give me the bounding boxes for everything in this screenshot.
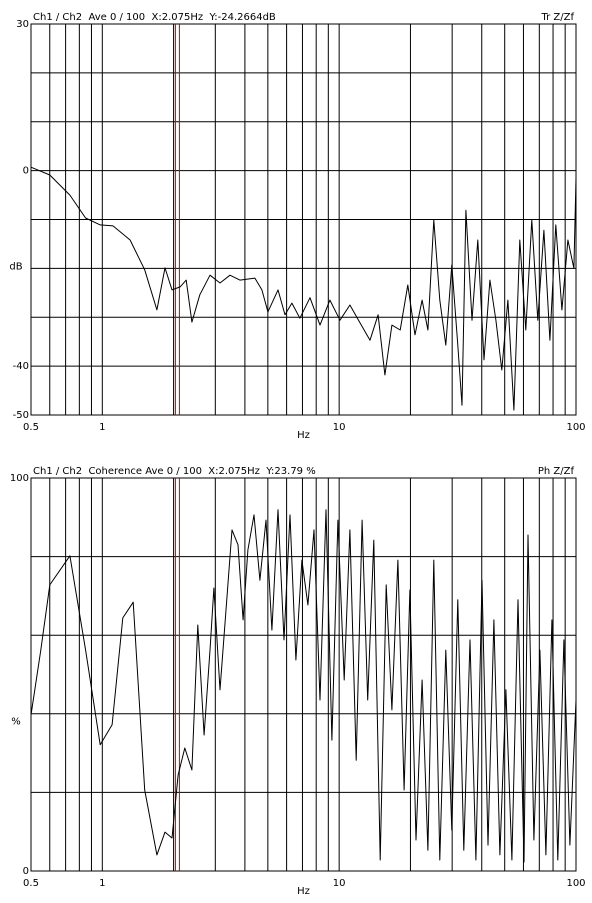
y-tick-label: 0 bbox=[23, 166, 29, 177]
x-tick-label: 0.5 bbox=[23, 422, 39, 433]
x-tick-label: 10 bbox=[333, 422, 346, 433]
y-tick-label: 100 bbox=[10, 473, 29, 484]
x-axis-label: Hz bbox=[297, 886, 310, 897]
chart-title: Ch1 / Ch2 Coherence Ave 0 / 100 X:2.075H… bbox=[33, 466, 316, 477]
y-tick-label: 30 bbox=[16, 19, 29, 30]
y-tick-label: -50 bbox=[13, 410, 29, 421]
x-tick-label: 10 bbox=[333, 878, 346, 889]
y-axis-label: % bbox=[11, 717, 21, 728]
chart-title-right: Tr Z/Zf bbox=[540, 12, 574, 23]
x-tick-label: 0.5 bbox=[23, 878, 39, 889]
data-line bbox=[30, 509, 577, 863]
plot-frame bbox=[30, 477, 577, 872]
y-axis-label: dB bbox=[9, 261, 22, 272]
chart-title: Ch1 / Ch2 Ave 0 / 100 X:2.075Hz Y:-24.26… bbox=[33, 12, 276, 23]
x-tick-label: 1 bbox=[99, 878, 105, 889]
x-axis-label: Hz bbox=[297, 430, 310, 441]
y-tick-label: -40 bbox=[13, 361, 29, 372]
data-line bbox=[30, 166, 577, 411]
x-tick-label: 100 bbox=[566, 878, 585, 889]
y-tick-label: 0 bbox=[23, 866, 29, 877]
chart-title-right: Ph Z/Zf bbox=[538, 466, 575, 477]
plot-frame bbox=[30, 23, 577, 416]
x-tick-label: 1 bbox=[99, 422, 105, 433]
x-tick-label: 100 bbox=[566, 422, 585, 433]
